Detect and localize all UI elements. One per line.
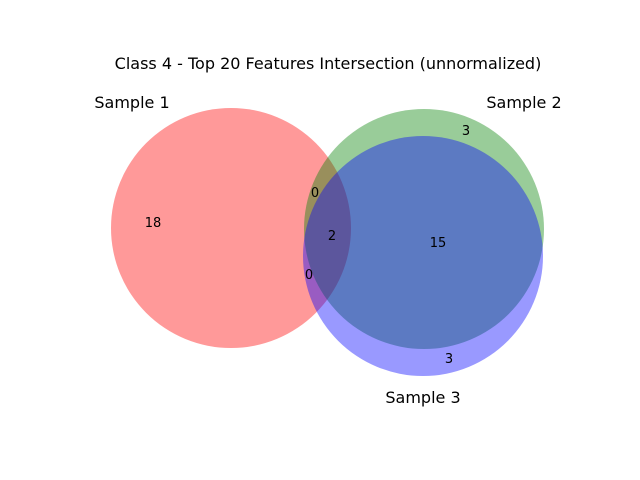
set-label-sample-1: Sample 1: [94, 93, 169, 112]
venn-circle-sample-1: [111, 108, 351, 348]
region-label-sample-3-only: 3: [445, 352, 453, 367]
region-label-sample-1-3: 0: [305, 268, 313, 283]
set-label-sample-2: Sample 2: [486, 93, 561, 112]
region-label-sample-1-2: 0: [311, 186, 319, 201]
set-label-sample-3: Sample 3: [385, 388, 460, 407]
region-label-sample-2-only: 3: [462, 124, 470, 139]
venn-circle-sample-3: [303, 136, 543, 376]
venn-circle-sample-2: [304, 109, 544, 349]
venn-circles: [111, 108, 544, 376]
chart-title: Class 4 - Top 20 Features Intersection (…: [115, 54, 542, 73]
region-label-sample-2-3: 15: [430, 236, 447, 251]
region-label-all-three: 2: [328, 229, 336, 244]
region-label-sample-1-only: 18: [145, 216, 162, 231]
